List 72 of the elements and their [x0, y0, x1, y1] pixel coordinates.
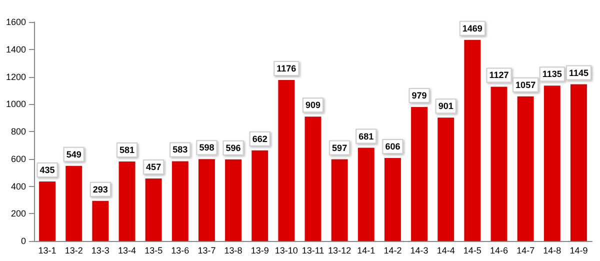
bar	[278, 80, 295, 241]
data-label: 293	[92, 184, 108, 194]
y-tick-label: 800	[10, 126, 26, 136]
x-tick-label: 14-6	[490, 246, 508, 256]
data-label: 979	[412, 90, 427, 100]
bar	[490, 86, 508, 241]
y-tick-label: 600	[10, 154, 26, 164]
data-label: 596	[226, 142, 241, 153]
y-tick-label: 1200	[6, 72, 26, 82]
bar	[198, 159, 215, 241]
data-label: 1176	[276, 64, 296, 74]
x-tick-label: 13-7	[198, 246, 216, 256]
x-tick-label: 13-4	[118, 246, 136, 256]
x-tick-label: 13-9	[250, 246, 269, 256]
x-tick-label: 14-1	[357, 246, 376, 256]
y-tick-label: 1600	[6, 17, 26, 27]
bar	[464, 40, 481, 241]
data-label: 606	[385, 142, 400, 152]
bar	[331, 159, 348, 241]
data-label: 1127	[489, 70, 509, 80]
x-tick-label: 13-3	[91, 246, 110, 256]
bar	[438, 118, 454, 241]
data-label: 909	[305, 100, 321, 110]
bar	[411, 107, 428, 241]
x-tick-label: 13-8	[224, 246, 242, 256]
data-label: 598	[199, 142, 214, 153]
bar	[304, 116, 322, 241]
x-tick-label: 13-2	[64, 246, 83, 256]
bar	[252, 150, 268, 241]
x-tick-label: 13-6	[171, 246, 190, 256]
bar	[517, 96, 534, 241]
y-tick-label: 200	[10, 208, 26, 219]
data-label: 549	[66, 149, 82, 160]
bar	[384, 158, 401, 241]
y-tick-label: 0	[20, 236, 26, 246]
bar	[544, 86, 560, 241]
bar	[172, 161, 188, 241]
y-tick-label: 1400	[6, 44, 26, 54]
x-tick-label: 13-11	[302, 246, 324, 256]
x-tick-label: 14-4	[436, 246, 455, 256]
data-label: 1057	[516, 80, 536, 90]
data-label: 1135	[542, 69, 562, 80]
y-tick-label: 400	[10, 181, 26, 192]
bar	[570, 84, 587, 241]
bar	[66, 166, 82, 241]
x-tick-label: 13-5	[144, 246, 163, 256]
bar	[39, 181, 56, 241]
data-label: 597	[332, 142, 348, 153]
bar	[118, 161, 136, 241]
x-tick-label: 13-12	[328, 246, 352, 256]
x-tick-label: 14-5	[463, 246, 482, 256]
data-label: 662	[252, 134, 268, 144]
data-label: 581	[119, 144, 135, 155]
x-tick-label: 14-2	[384, 246, 402, 256]
data-label: 901	[438, 101, 454, 112]
x-tick-label: 13-10	[274, 246, 298, 256]
bar	[225, 159, 242, 241]
bar	[358, 148, 374, 241]
x-tick-label: 14-3	[410, 246, 428, 256]
data-label: 1469	[462, 23, 482, 34]
data-label: 435	[40, 164, 55, 175]
x-tick-label: 14-8	[543, 246, 562, 256]
y-tick-label: 1000	[6, 99, 26, 110]
data-label: 681	[358, 131, 374, 142]
bar	[145, 178, 162, 241]
data-label: 1145	[568, 68, 588, 78]
x-tick-label: 14-7	[516, 246, 535, 256]
x-tick-label: 13-1	[38, 246, 56, 256]
x-tick-label: 14-9	[570, 246, 588, 256]
data-label: 583	[172, 144, 188, 155]
data-label: 457	[146, 162, 162, 172]
bar	[92, 200, 109, 241]
